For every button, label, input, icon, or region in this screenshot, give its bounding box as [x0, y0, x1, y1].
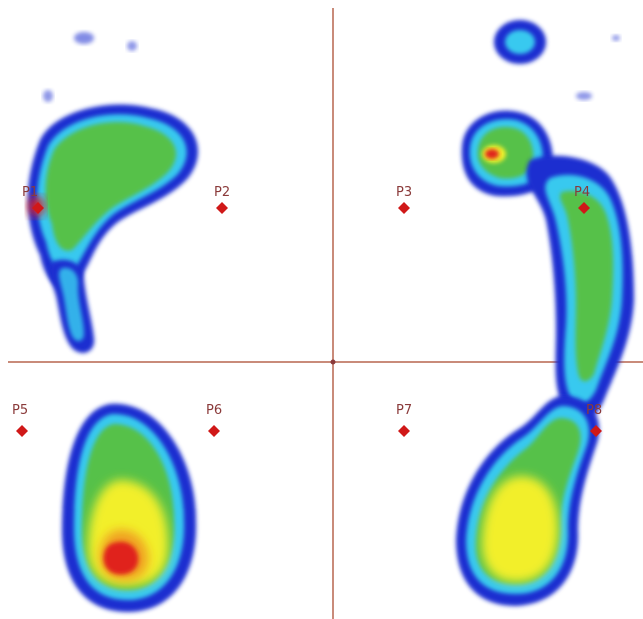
sensor-diamond-p7 — [398, 425, 410, 437]
sensor-label-p8: P8 — [586, 403, 602, 418]
sensor-diamond-p4 — [578, 202, 590, 214]
sensor-markers: P1 P2 P3 P4 P5 P6 — [12, 185, 602, 437]
sensor-label-p4: P4 — [574, 185, 590, 200]
sensor-label-p3: P3 — [396, 185, 412, 200]
sensor-p8: P8 — [586, 403, 602, 437]
left-forefoot-pressure-blob — [27, 32, 199, 353]
sensor-label-p5: P5 — [12, 403, 28, 418]
sensor-p4: P4 — [574, 185, 590, 214]
sensor-diamond-p6 — [208, 425, 220, 437]
sensor-p3: P3 — [396, 185, 412, 214]
sensor-diamond-p2 — [216, 202, 228, 214]
sensor-label-p2: P2 — [214, 185, 230, 200]
sensor-label-p6: P6 — [206, 403, 222, 418]
sensor-p6: P6 — [206, 403, 222, 437]
right-heel-pressure-blob — [456, 395, 600, 606]
quadrant-axes — [8, 8, 643, 619]
sensor-diamond-p8 — [590, 425, 602, 437]
axis-origin-dot — [330, 359, 336, 365]
sensor-diamond-p5 — [16, 425, 28, 437]
sensor-p2: P2 — [214, 185, 230, 214]
sensor-p5: P5 — [12, 403, 28, 437]
sensor-diamond-p1 — [32, 202, 44, 214]
sensor-label-p7: P7 — [396, 403, 412, 418]
left-heel-pressure-blob — [62, 403, 197, 612]
right-forefoot-pressure-blob — [461, 20, 634, 419]
sensor-p7: P7 — [396, 403, 412, 437]
sensor-diamond-p3 — [398, 202, 410, 214]
sensor-label-p1: P1 — [22, 185, 38, 200]
sensor-p1: P1 — [22, 185, 44, 214]
